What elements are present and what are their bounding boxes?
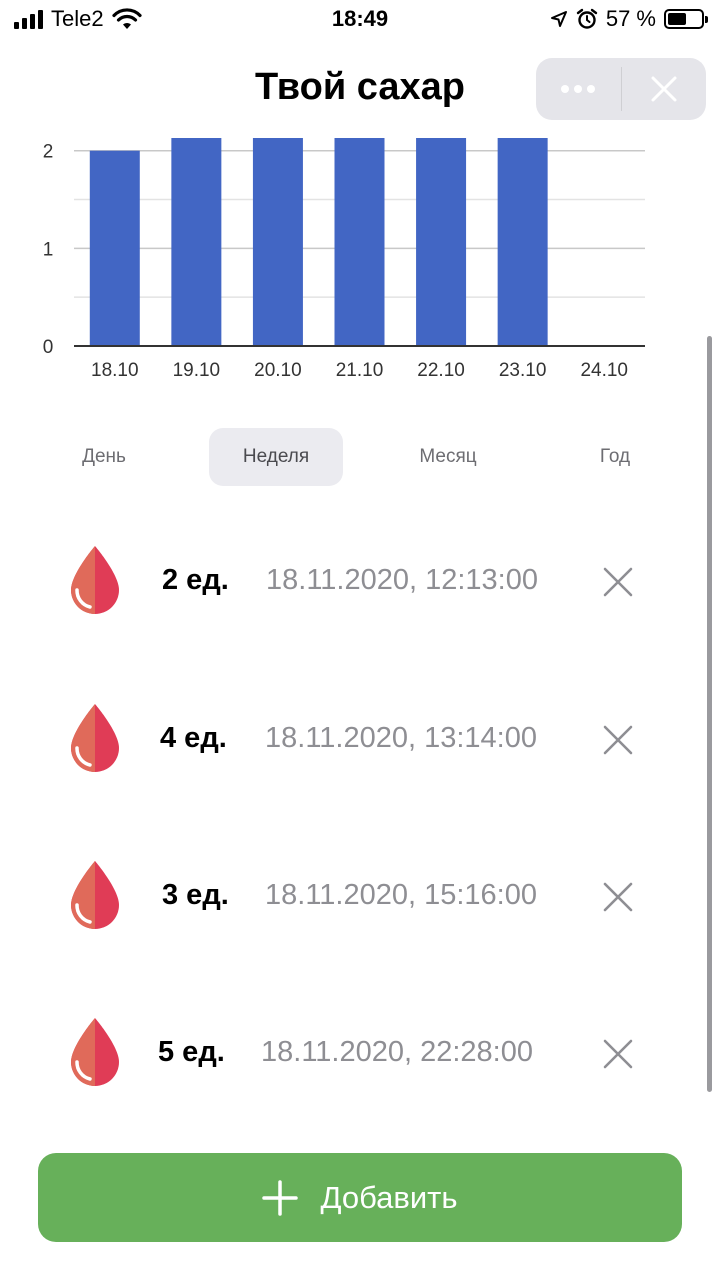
x-tick-label: 21.10: [336, 360, 384, 381]
period-tabs: День Неделя Месяц Год: [0, 428, 720, 486]
list-item: 4 ед. 18.11.2020, 13:14:00: [0, 702, 720, 782]
delete-entry-button[interactable]: [600, 879, 636, 915]
more-button[interactable]: [536, 58, 621, 120]
chart-bar[interactable]: [89, 150, 140, 346]
battery-percent: 57 %: [605, 6, 656, 31]
x-tick-label: 20.10: [254, 360, 302, 381]
entry-amount: 4 ед.: [160, 722, 227, 754]
delete-entry-button[interactable]: [600, 722, 636, 758]
sugar-bar-chart: 0 1 2 18.10 19.10 20.10 21.10 22.10 23.10 24.10: [43, 138, 645, 381]
entry-amount: 3 ед.: [162, 879, 229, 911]
chart-bar[interactable]: [497, 138, 548, 346]
chart-bar[interactable]: [171, 138, 222, 346]
list-item: 3 ед. 18.11.2020, 15:16:00: [0, 859, 720, 939]
y-tick-label: 0: [43, 337, 54, 358]
battery-icon: [664, 9, 708, 29]
x-tick-label: 22.10: [417, 360, 465, 381]
close-icon: [651, 76, 677, 102]
page-title: Твой сахар: [255, 66, 465, 108]
delete-entry-button[interactable]: [600, 564, 636, 600]
y-tick-label: 2: [43, 142, 54, 163]
close-button[interactable]: [622, 58, 707, 120]
wifi-icon: [111, 8, 142, 29]
alarm-icon: [576, 8, 598, 29]
add-button-label: Добавить: [320, 1179, 458, 1215]
tab-day[interactable]: День: [82, 446, 126, 467]
status-bar: Tele2 18:49 57 %: [0, 0, 720, 40]
entry-datetime: 18.11.2020, 13:14:00: [265, 722, 537, 754]
chart-bar[interactable]: [252, 138, 303, 346]
entry-amount: 5 ед.: [158, 1036, 225, 1068]
tab-week[interactable]: Неделя: [209, 428, 343, 486]
entry-datetime: 18.11.2020, 15:16:00: [265, 879, 537, 911]
add-button[interactable]: Добавить: [38, 1153, 682, 1242]
chart-bar[interactable]: [416, 138, 467, 346]
y-tick-label: 1: [43, 239, 54, 260]
list-item: 2 ед. 18.11.2020, 12:13:00: [0, 544, 720, 624]
scrollbar[interactable]: [707, 336, 712, 1092]
blood-drop-icon: [71, 861, 119, 929]
mini-app-capsule: [536, 58, 706, 120]
entry-datetime: 18.11.2020, 22:28:00: [261, 1036, 533, 1068]
x-tick-label: 24.10: [580, 360, 628, 381]
status-time: 18:49: [331, 6, 389, 31]
tab-year[interactable]: Год: [599, 446, 631, 467]
location-arrow-icon: [550, 11, 567, 27]
delete-entry-button[interactable]: [600, 1036, 636, 1072]
chart-bar[interactable]: [334, 138, 385, 346]
x-tick-label: 23.10: [499, 360, 547, 381]
x-tick-label: 18.10: [91, 360, 139, 381]
tab-month[interactable]: Месяц: [419, 446, 477, 467]
carrier-name: Tele2: [51, 6, 104, 31]
cellular-signal-icon: [14, 9, 43, 29]
entry-datetime: 18.11.2020, 12:13:00: [266, 564, 538, 596]
blood-drop-icon: [71, 546, 119, 614]
capsule-divider: [620, 67, 622, 111]
status-bar-left: Tele2: [14, 6, 142, 32]
blood-drop-icon: [71, 1018, 119, 1086]
blood-drop-icon: [71, 704, 119, 772]
list-item: 5 ед. 18.11.2020, 22:28:00: [0, 1016, 720, 1096]
x-tick-label: 19.10: [173, 360, 221, 381]
more-dots-icon: [561, 85, 596, 93]
status-bar-right: 57 %: [550, 6, 708, 32]
entry-amount: 2 ед.: [162, 564, 229, 596]
plus-icon: [262, 1179, 299, 1216]
